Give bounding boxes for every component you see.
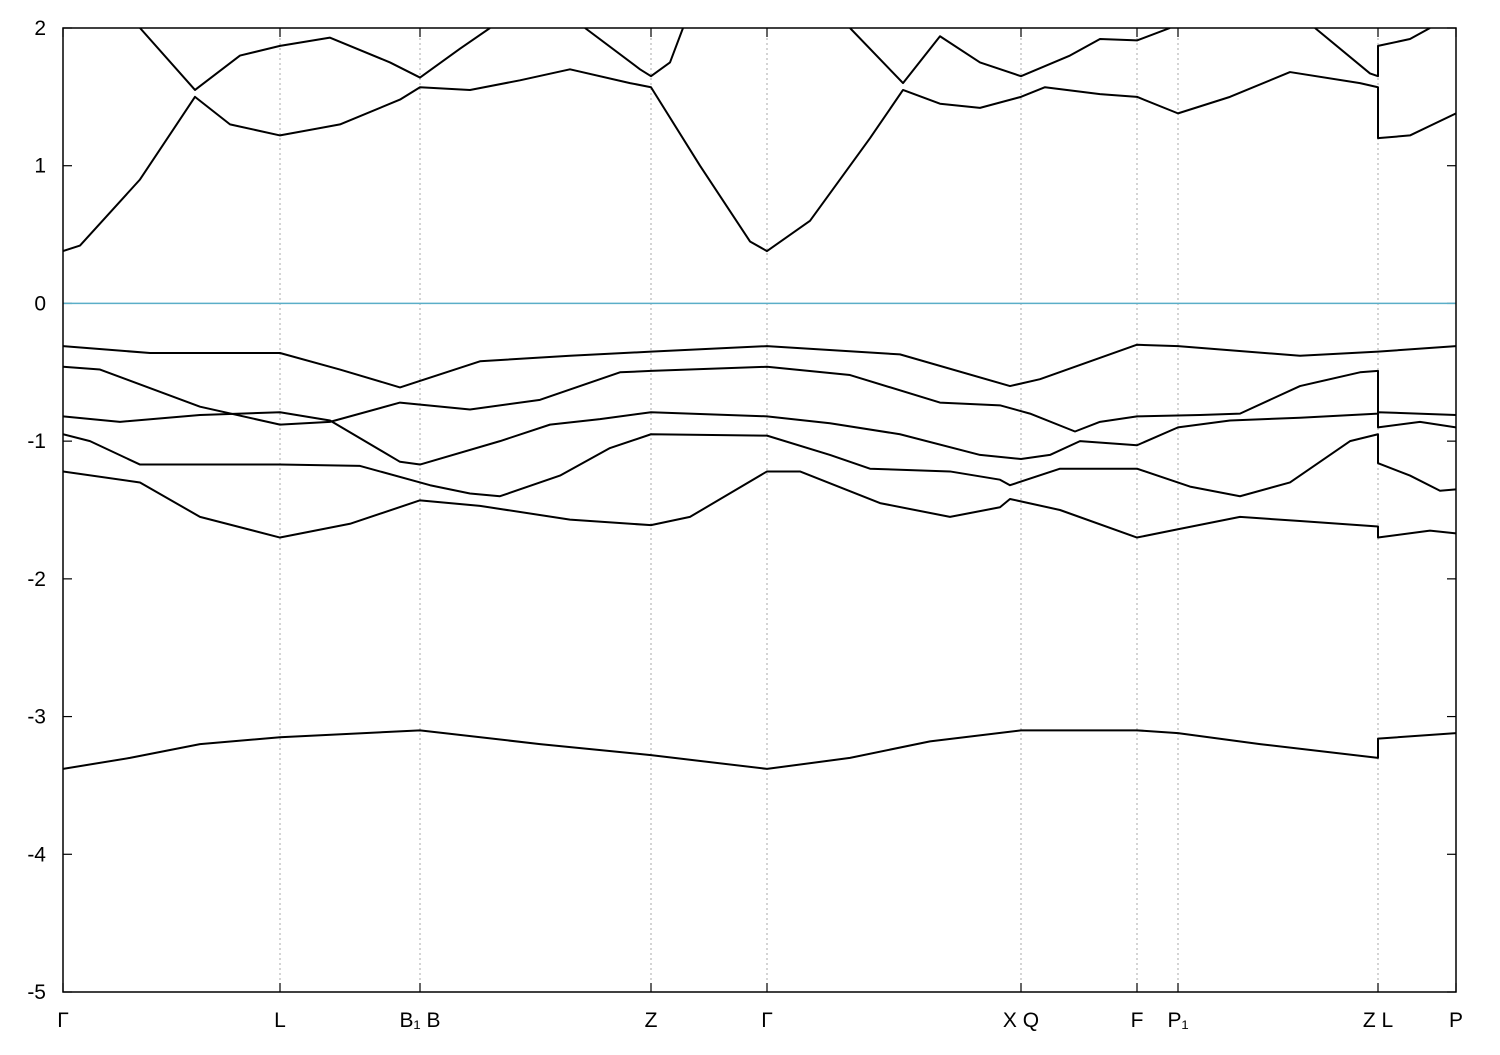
x-tick-label: Z L	[1363, 1009, 1393, 1032]
plot-frame	[62, 27, 1457, 993]
band-line	[63, 411, 1456, 466]
y-tick-label: -4	[27, 843, 46, 866]
band-line	[63, 343, 1456, 389]
x-tick-label: F	[1131, 1009, 1144, 1032]
y-tick-label: 1	[34, 155, 46, 178]
y-tick-label: -5	[27, 981, 46, 1004]
band-line	[63, 68, 1456, 253]
x-tick-label: B₁ B	[400, 1009, 441, 1032]
y-tick-label: -2	[27, 568, 46, 591]
x-tick-label: X Q	[1003, 1009, 1039, 1032]
band-line	[63, 433, 1456, 498]
band-line	[139, 28, 1431, 91]
x-tick-label: Γ	[761, 1009, 773, 1032]
x-tick-label: L	[274, 1009, 286, 1032]
band-line	[63, 365, 1456, 433]
x-tick-label: P₁	[1167, 1009, 1188, 1032]
tick-labels: -5 -4 -3 -2 -1 0 1 2 Γ L B₁ B Z Γ X Q F P₁ Z L P	[27, 17, 1463, 1032]
bands	[63, 28, 1456, 770]
y-tick-label: -1	[27, 430, 46, 453]
x-tick-label: P	[1449, 1009, 1463, 1032]
band-line	[63, 470, 1456, 539]
x-tick-label: Γ	[57, 1009, 69, 1032]
y-tick-label: -3	[27, 706, 46, 729]
band-line	[63, 729, 1456, 770]
y-tick-label: 0	[34, 292, 46, 315]
x-tick-label: Z	[645, 1009, 658, 1032]
y-tick-label: 2	[34, 17, 46, 40]
